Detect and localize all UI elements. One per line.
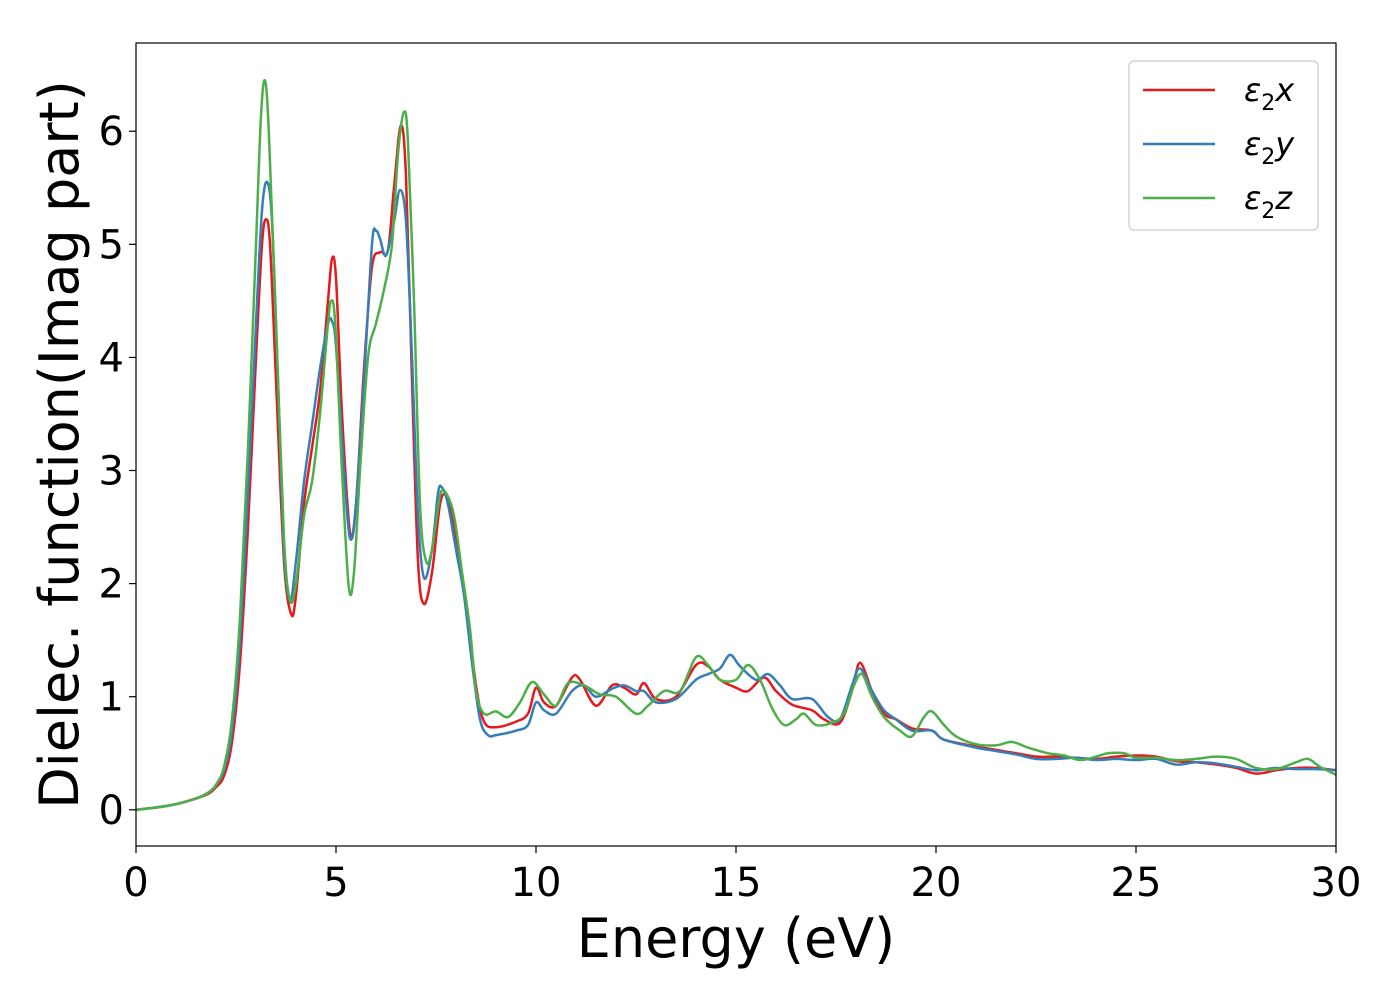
plot-frame (135, 42, 1337, 847)
legend-label-main: ε (1244, 179, 1261, 217)
x-tick-label: 25 (1111, 860, 1162, 906)
series-line-z (136, 79, 1336, 812)
legend-label-x: ε2x (1244, 71, 1295, 116)
legend-label-main: ε (1244, 125, 1261, 163)
y-tick-label: 6 (99, 109, 124, 155)
legend-label-main: ε (1244, 71, 1261, 109)
x-tick-label: 5 (323, 860, 348, 906)
legend-label-tail: x (1274, 71, 1295, 109)
legend-box (1128, 60, 1319, 231)
legend-label-tail: z (1274, 179, 1293, 217)
x-axis-title: Energy (eV) (577, 907, 896, 970)
ticks-layer: 0 5 10 15 20 25 30 0 1 2 3 4 5 6 (99, 109, 1362, 906)
y-tick-label: 1 (99, 675, 124, 721)
y-tick-label: 3 (99, 449, 124, 495)
series-line-y (136, 180, 1336, 812)
legend-label-sub: 2 (1261, 145, 1275, 170)
y-tick-label: 4 (99, 335, 124, 381)
legend-label-y: ε2y (1244, 125, 1295, 170)
y-tick-label: 0 (99, 788, 124, 834)
y-tick-label: 2 (99, 562, 124, 608)
legend-label-sub: 2 (1261, 91, 1275, 116)
legend-label-tail: y (1274, 125, 1295, 163)
x-tick-label: 0 (123, 860, 148, 906)
y-tick-label: 5 (99, 222, 124, 268)
x-tick-label: 30 (1311, 860, 1362, 906)
series-layer (136, 79, 1336, 812)
y-axis-title: Dielec. function(Imag part) (28, 80, 91, 809)
legend-label-sub: 2 (1261, 199, 1275, 224)
legend-label-z: ε2z (1244, 179, 1293, 224)
x-tick-label: 20 (911, 860, 962, 906)
x-tick-label: 10 (511, 860, 562, 906)
x-tick-label: 15 (711, 860, 762, 906)
